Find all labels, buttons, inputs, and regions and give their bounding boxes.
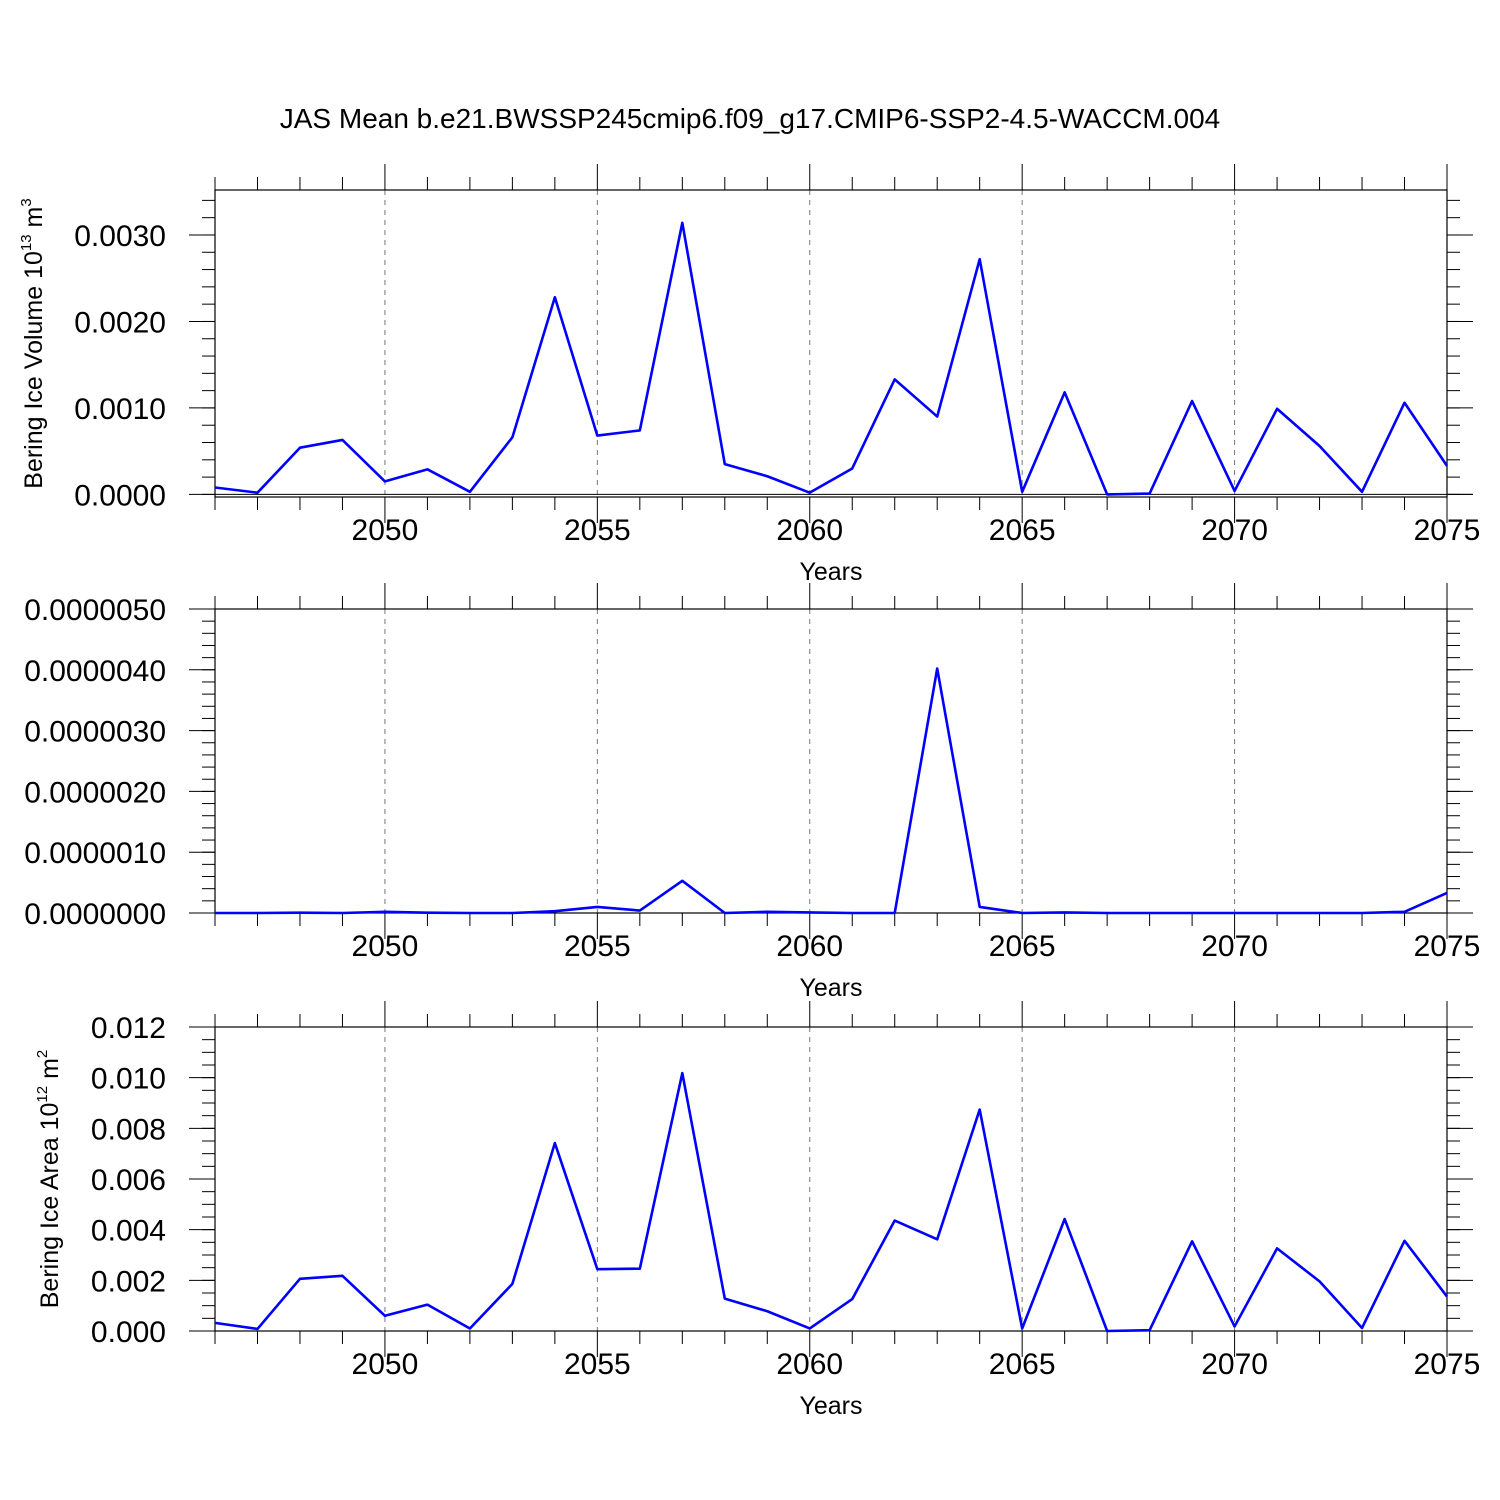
y-tick-label: 0.010 [91,1063,166,1096]
x-tick-label: 2065 [989,930,1056,963]
x-tick-label: 2075 [1414,1348,1481,1381]
x-tick-label: 2050 [352,930,419,963]
x-axis-label: Years [799,1392,862,1420]
x-tick-label: 2075 [1414,514,1481,547]
x-tick-label: 2070 [1201,514,1268,547]
figure-title: JAS Mean b.e21.BWSSP245cmip6.f09_g17.CMI… [280,103,1221,134]
y-tick-label: 0.0010 [74,393,166,426]
x-tick-label: 2055 [564,514,631,547]
x-tick-label: 2060 [776,514,843,547]
data-series-line [214,221,1449,496]
x-tick-label: 2075 [1414,930,1481,963]
x-tick-label: 2060 [776,1348,843,1381]
y-tick-label: 0.0000040 [24,655,166,688]
y-tick-label: 0.000 [91,1316,166,1349]
y-tick-label: 0.0000 [74,479,166,512]
y-tick-label: 0.0020 [74,306,166,339]
y-tick-label: 0.0000050 [24,594,166,627]
plot-frame [214,1026,1448,1332]
y-axis-label: Bering Ice Area 1012 m2 [34,1050,64,1309]
y-tick-label: 0.0000010 [24,837,166,870]
y-tick-label: 0.0000020 [24,776,166,809]
y-tick-label: 0.0030 [74,220,166,253]
x-tick-label: 2060 [776,930,843,963]
panel-3: 0.000 0.002 0.004 0.006 0.008 0.010 0.012 2050 2… [34,1001,1480,1420]
x-tick-label: 2055 [564,930,631,963]
data-series-line [214,1071,1449,1333]
y-axis-label: Bering Ice Volume 1013 m3 [18,198,48,488]
x-tick-label: 2050 [352,1348,419,1381]
x-axis-label: Years [799,974,862,1002]
plot-frame [214,189,1448,498]
x-tick-label: 2065 [989,1348,1056,1381]
data-series-line [215,667,1448,915]
y-tick-label: 0.006 [91,1164,166,1197]
panel-2: 0.0000000 0.0000010 0.0000020 0.0000030 0.00… [24,583,1480,1002]
x-tick-label: 2070 [1201,1348,1268,1381]
y-tick-label: 0.0000030 [24,716,166,749]
y-tick-label: 0.012 [91,1012,166,1045]
x-tick-label: 2055 [564,1348,631,1381]
plot-frame [214,608,1448,914]
y-tick-label: 0.0000000 [24,898,166,931]
x-axis-label: Years [799,558,862,586]
x-tick-label: 2050 [352,514,419,547]
panel-1: 0.0000 0.0010 0.0020 0.0030 2050 2055 2060 2065… [18,164,1480,586]
y-tick-label: 0.002 [91,1265,166,1298]
y-tick-label: 0.008 [91,1113,166,1146]
y-tick-label: 0.004 [91,1215,166,1248]
x-tick-label: 2070 [1201,930,1268,963]
x-tick-label: 2065 [989,514,1056,547]
